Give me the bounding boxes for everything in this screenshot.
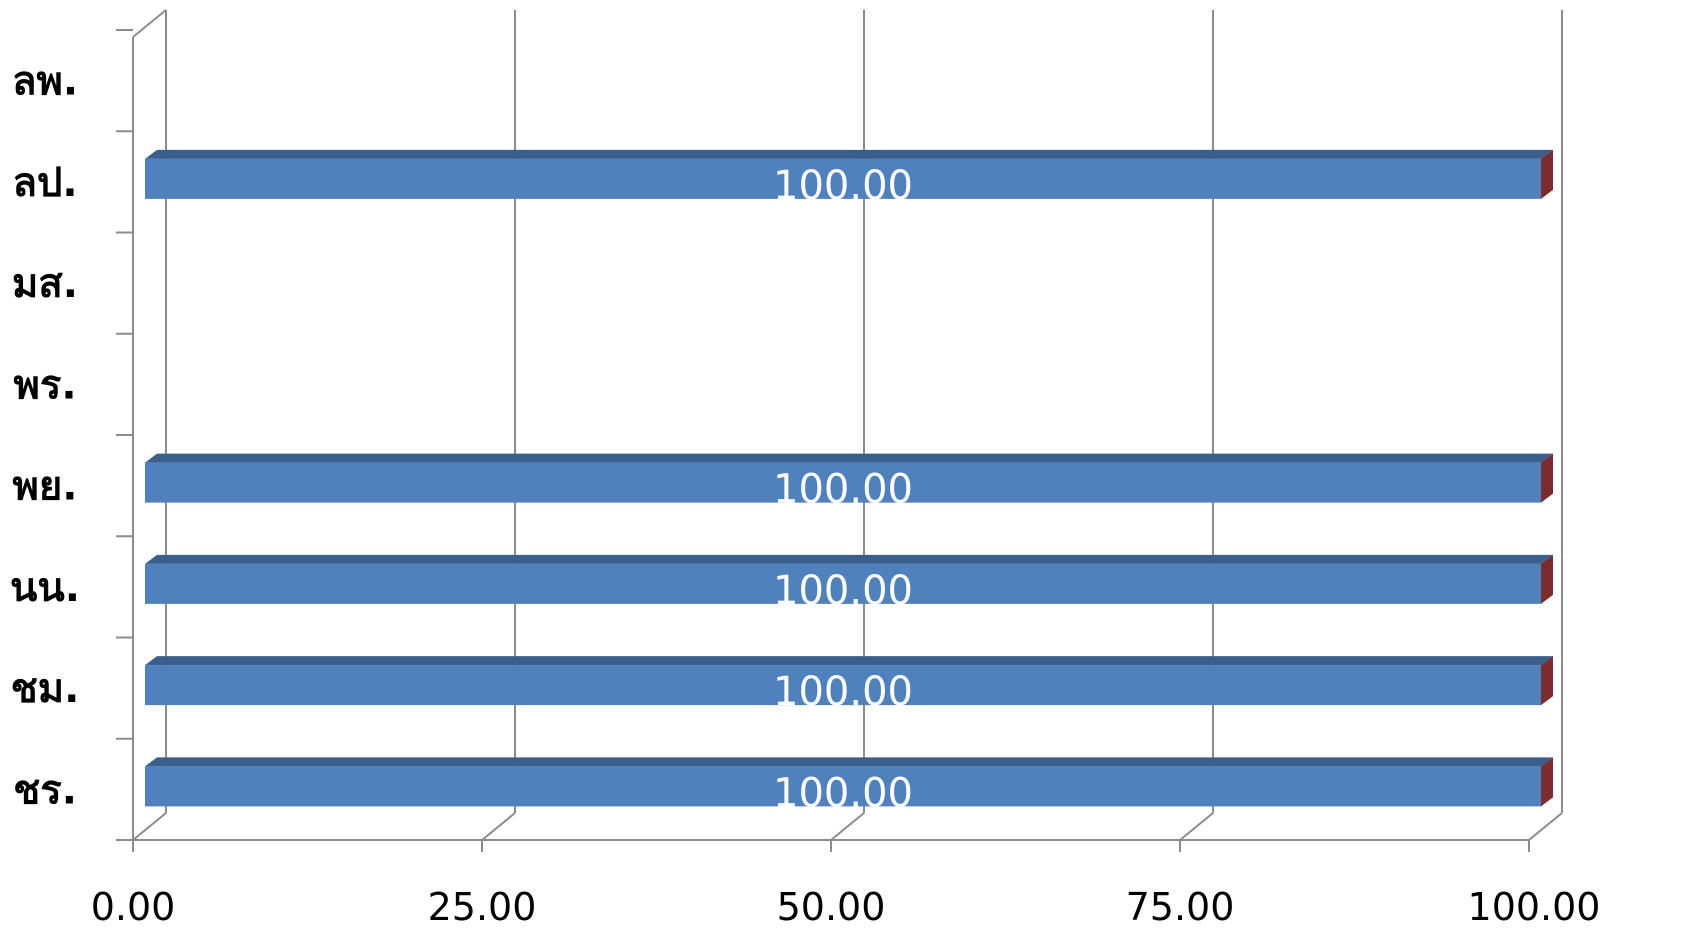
category-label: นน.: [10, 565, 80, 611]
category-label: มส.: [12, 261, 78, 307]
bar-top: [145, 453, 1553, 463]
bar: [145, 462, 1541, 503]
floor-gridline: [132, 812, 167, 841]
bar: [145, 158, 1541, 199]
floor-gridline: [830, 812, 865, 841]
bar-top: [145, 757, 1553, 767]
x-tick-label: 75.00: [1126, 885, 1235, 929]
data-label: 100.00: [773, 669, 913, 715]
floor-gridline: [1528, 812, 1563, 841]
category-label: ชร.: [13, 767, 77, 813]
bar-top: [145, 554, 1553, 564]
bar-top: [145, 149, 1553, 159]
bar-end: [1541, 554, 1553, 604]
x-tick-label: 50.00: [777, 885, 886, 929]
floor-gridline: [481, 812, 516, 841]
x-tick-label: 25.00: [428, 885, 537, 929]
data-label: 100.00: [773, 770, 913, 816]
category-label: ลป.: [12, 160, 77, 206]
category-label: พย.: [13, 464, 78, 510]
category-label: พร.: [13, 362, 76, 408]
axes: [116, 9, 1530, 852]
bar-end: [1541, 453, 1553, 503]
bar-end: [1541, 149, 1553, 199]
bar-end: [1541, 656, 1553, 706]
bars: [145, 149, 1553, 807]
x-tick-label: 0.00: [91, 885, 176, 929]
bar-top: [145, 656, 1553, 666]
data-label: 100.00: [773, 568, 913, 614]
x-tick-label: 100.00: [1468, 885, 1601, 929]
data-label: 100.00: [773, 467, 913, 513]
wall-edge: [132, 9, 167, 38]
data-label: 100.00: [773, 163, 913, 209]
bar: [145, 665, 1541, 706]
grid: [132, 10, 1563, 841]
floor-gridline: [1179, 812, 1214, 841]
category-label: ชม.: [11, 666, 80, 712]
bar: [145, 766, 1541, 807]
labels: 0.00 25.00 50.00 75.00 100.00 ชร. 100.00 ชม. 100…: [10, 59, 1600, 929]
category-label: ลพ.: [12, 59, 78, 105]
bar: [145, 563, 1541, 604]
bar-end: [1541, 757, 1553, 807]
